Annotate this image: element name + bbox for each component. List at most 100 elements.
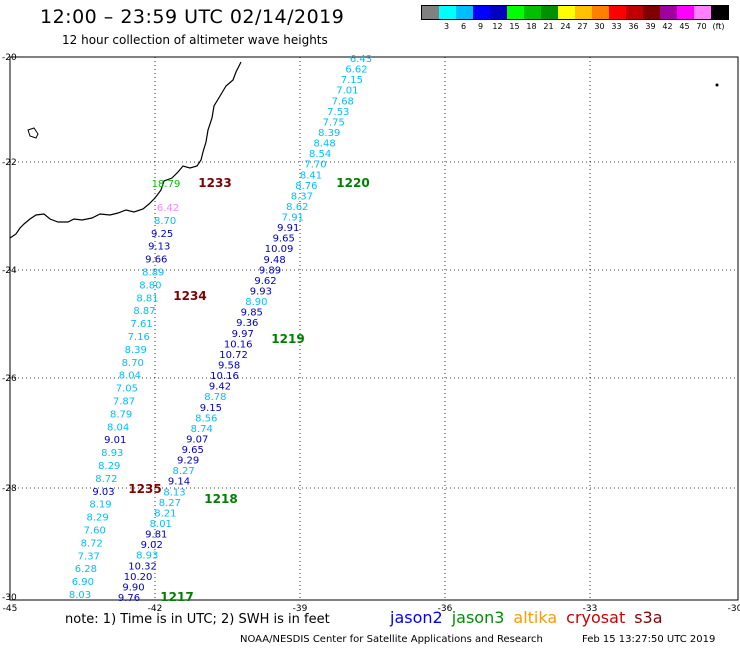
wave-height-value: 9.14: [168, 477, 190, 488]
wave-height-value: 9.15: [200, 403, 222, 414]
wave-height-value: 6.42: [157, 203, 179, 214]
wave-height-value: 8.39: [125, 345, 147, 356]
wave-height-value: 8.79: [110, 409, 132, 420]
wave-height-value: 9.91: [277, 223, 299, 234]
legend-labels: 3 6 9 12 15 18 21 24 27 30 33 36 39 42 45 70 (ft): [421, 22, 729, 31]
legend-label: 30: [594, 22, 605, 31]
wave-height-value: 7.91: [282, 213, 304, 224]
map-frame: [9, 56, 739, 601]
wave-height-value: 7.53: [327, 107, 349, 118]
wave-height-value: 9.93: [250, 287, 272, 298]
wave-height-value: 8.72: [81, 538, 103, 549]
legend-swatch: [626, 6, 643, 19]
wave-height-value: 8.89: [142, 268, 164, 279]
wave-height-value: 8.54: [309, 149, 331, 160]
legend-label: 6: [460, 22, 467, 31]
wave-height-value: 9.42: [209, 382, 231, 393]
color-scale-legend: 3 6 9 12 15 18 21 24 27 30 33 36 39 42 45 70 (ft): [421, 5, 729, 31]
legend-label: 3: [443, 22, 450, 31]
wave-height-value: 6.90: [72, 577, 94, 588]
wave-height-value: 9.65: [182, 445, 204, 456]
wave-height-value: 8.21: [154, 509, 176, 520]
legend-label: 70: [696, 22, 707, 31]
wave-height-value: 6.28: [75, 564, 97, 575]
wave-height-value: 7.61: [130, 319, 152, 330]
satellite-legend-item: jason3: [451, 608, 505, 627]
pass-number-label: 1220: [336, 176, 369, 190]
wave-height-value: 8.81: [136, 293, 158, 304]
satellite-legend: jason2 jason3 altika cryosat s3a: [390, 608, 672, 627]
legend-label: 39: [645, 22, 656, 31]
legend-label: 33: [611, 22, 622, 31]
coastline: [9, 61, 719, 239]
wave-height-value: 8.78: [204, 392, 226, 403]
wave-height-value: 8.37: [291, 191, 313, 202]
legend-swatch: [660, 6, 677, 19]
wave-height-value: 9.97: [232, 329, 254, 340]
y-tick-label: -24: [2, 266, 17, 276]
wave-height-value: 8.27: [159, 498, 181, 509]
legend-swatch: [473, 6, 490, 19]
wave-height-value: 9.65: [273, 234, 295, 245]
legend-swatch: [643, 6, 660, 19]
wave-height-value: 8.04: [107, 422, 129, 433]
wave-height-value: 8.90: [245, 297, 267, 308]
wave-height-value: 8.04: [119, 371, 141, 382]
legend-swatch: [524, 6, 541, 19]
chart-subtitle: 12 hour collection of altimeter wave hei…: [62, 33, 328, 47]
wave-height-value: 8.29: [98, 461, 120, 472]
x-tick-label: -39: [293, 604, 308, 614]
credit-text: NOAA/NESDIS Center for Satellite Applica…: [240, 634, 543, 645]
wave-height-value: 8.13: [163, 487, 185, 498]
legend-swatch: [541, 6, 558, 19]
wave-height-value: 10.16: [210, 371, 239, 382]
wave-height-value: 8.01: [150, 519, 172, 530]
wave-height-value: 8.93: [101, 448, 123, 459]
wave-height-value: 10.16: [224, 339, 253, 350]
wave-height-value: 9.58: [218, 361, 240, 372]
wave-height-value: 9.03: [92, 487, 114, 498]
legend-swatch: [422, 6, 439, 19]
wave-height-value: 9.90: [122, 582, 144, 593]
wave-height-value: 9.29: [177, 456, 199, 467]
wave-height-value: 7.87: [113, 397, 135, 408]
wave-height-value: 6.43: [350, 54, 372, 65]
satellite-legend-item: altika: [513, 608, 558, 627]
wave-height-value: 6.62: [345, 65, 367, 76]
legend-swatch: [677, 6, 694, 19]
generated-timestamp: Feb 15 13:27:50 UTC 2019: [582, 634, 716, 645]
wave-height-value: 8.72: [95, 474, 117, 485]
pass-number-label: 1233: [198, 176, 231, 190]
wave-height-value: 8.27: [172, 466, 194, 477]
y-tick-label: -30: [2, 593, 17, 603]
pass-number-label: 1235: [128, 482, 161, 496]
wave-height-value: 9.48: [263, 255, 285, 266]
wave-height-value: 7.60: [84, 526, 106, 537]
satellite-legend-item: s3a: [634, 608, 663, 627]
wave-height-value: 8.80: [139, 280, 161, 291]
pass-number-label: 1219: [271, 332, 304, 346]
wave-height-value: 8.48: [313, 139, 335, 150]
legend-label: (ft): [712, 22, 725, 31]
satellite-legend-item: jason2: [390, 608, 443, 627]
y-tick-label: -28: [2, 484, 17, 494]
wave-height-value: 9.85: [241, 308, 263, 319]
legend-swatch: [711, 6, 728, 19]
wave-height-value: 10.09: [265, 244, 294, 255]
wave-height-value: 10.20: [124, 572, 153, 583]
wave-height-value: 7.70: [304, 160, 326, 171]
wave-height-value: 8.74: [191, 424, 213, 435]
legend-swatch: [439, 6, 456, 19]
satellite-legend-item: cryosat: [566, 608, 626, 627]
wave-height-value: 8.41: [300, 170, 322, 181]
wave-height-value: 8.70: [154, 216, 176, 227]
legend-swatch: [609, 6, 626, 19]
wave-height-value: 7.75: [323, 117, 345, 128]
y-tick-label: -20: [2, 53, 17, 63]
legend-label: 45: [679, 22, 690, 31]
wave-height-value: 10.32: [128, 561, 157, 572]
legend-label: 15: [509, 22, 520, 31]
wave-height-value: 9.13: [148, 242, 170, 253]
pass-labels: 1233 1220 1234 1219 1235 1218 1217: [128, 176, 369, 604]
